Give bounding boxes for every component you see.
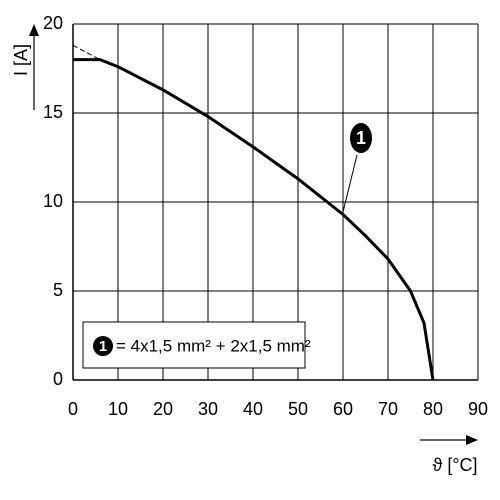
x-tick-label: 90	[468, 399, 488, 419]
callout-line	[342, 154, 358, 213]
legend-marker-label: 1	[99, 338, 107, 355]
x-tick-label: 0	[68, 399, 78, 419]
x-tick-label: 30	[198, 399, 218, 419]
x-tick-label: 10	[108, 399, 128, 419]
x-tick-label: 50	[288, 399, 308, 419]
y-tick-label: 0	[53, 369, 63, 389]
x-tick-label: 40	[243, 399, 263, 419]
y-axis-label: I [A]	[11, 44, 31, 76]
x-axis-label: ϑ [°C]	[432, 455, 477, 475]
data-line	[73, 58, 435, 381]
data-line	[72, 44, 101, 61]
x-tick-label: 80	[423, 399, 443, 419]
callout-label: 1	[356, 128, 366, 148]
x-tick-label: 70	[378, 399, 398, 419]
x-tick-label: 60	[333, 399, 353, 419]
y-tick-label: 20	[43, 13, 63, 33]
y-tick-label: 15	[43, 102, 63, 122]
callout-marker	[350, 123, 372, 153]
x-axis-arrowhead	[466, 435, 478, 445]
legend-box	[82, 321, 306, 369]
y-tick-label: 10	[43, 191, 63, 211]
y-axis-arrowhead	[29, 24, 39, 36]
x-tick-label: 20	[153, 399, 173, 419]
legend-text: = 4x1,5 mm² + 2x1,5 mm²	[116, 336, 311, 355]
legend-marker	[93, 336, 113, 356]
y-tick-label: 5	[53, 280, 63, 300]
